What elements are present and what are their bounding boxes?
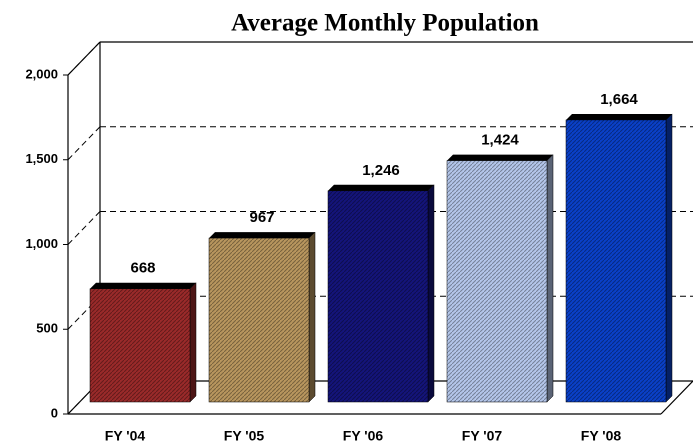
x-tick-label: FY '05 [224,428,265,444]
bar-side [189,282,197,403]
grid-line [67,211,101,245]
y-tick-label: 0 [51,405,58,420]
grid-line [67,41,101,76]
x-tick-label: FY '06 [343,428,384,444]
value-label: 668 [130,260,155,277]
bar-side [308,231,316,403]
y-tick-label: 500 [36,321,58,336]
y-tick-label: 1,500 [25,151,58,166]
chart-title: Average Monthly Population [231,10,539,37]
bar-top [566,113,672,120]
x-tick-label: FY '04 [105,428,146,444]
axis-line [660,380,693,415]
bar-side [546,154,554,403]
bar-top [328,184,434,191]
bar-texture [566,119,666,403]
x-tick-label: FY '08 [581,428,622,444]
value-label: 1,246 [362,162,400,179]
bar-texture [90,288,190,402]
bar-side [427,184,435,403]
bar-top [209,232,315,239]
grid-line [67,380,101,415]
value-label: 1,424 [481,132,519,149]
bar-texture [447,160,547,402]
bar-texture [209,238,309,402]
grid-line [67,126,101,161]
x-tick-label: FY '07 [462,428,503,444]
y-tick-label: 2,000 [25,66,58,81]
bar-texture [328,190,428,402]
value-label: 967 [249,209,274,226]
grid-line [67,295,101,330]
bar-top [447,154,553,161]
value-label: 1,664 [600,91,638,108]
bar-side [665,113,673,403]
y-tick-label: 1,000 [25,236,58,251]
bar-top [90,282,196,289]
